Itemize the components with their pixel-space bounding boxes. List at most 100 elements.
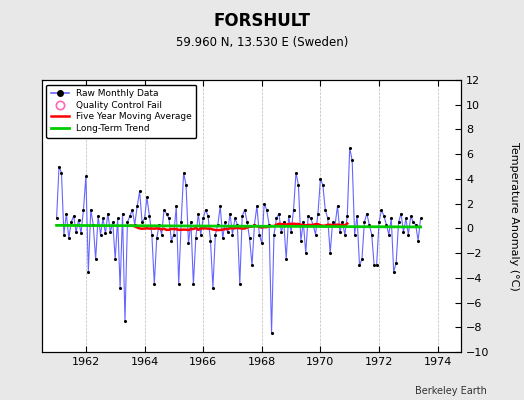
Point	[192, 235, 200, 242]
Point	[104, 210, 112, 217]
Point	[152, 235, 161, 242]
Point	[148, 231, 156, 238]
Point	[358, 256, 366, 262]
Point	[199, 215, 208, 222]
Point	[194, 210, 202, 217]
Point	[172, 203, 180, 209]
Point	[280, 219, 288, 225]
Point	[289, 207, 298, 213]
Point	[277, 229, 286, 235]
Point	[282, 256, 290, 262]
Point	[333, 203, 342, 209]
Point	[96, 231, 105, 238]
Point	[265, 222, 274, 228]
Point	[263, 207, 271, 213]
Point	[336, 229, 344, 235]
Point	[143, 194, 151, 201]
Point	[108, 219, 117, 225]
Point	[343, 213, 352, 219]
Point	[245, 235, 254, 242]
Point	[255, 231, 264, 238]
Point	[182, 182, 190, 188]
Point	[189, 281, 198, 287]
Point	[226, 210, 234, 217]
Point	[52, 215, 61, 222]
Point	[126, 213, 134, 219]
Y-axis label: Temperature Anomaly (°C): Temperature Anomaly (°C)	[509, 142, 519, 290]
Point	[162, 210, 171, 217]
Point	[360, 219, 368, 225]
Point	[231, 215, 239, 222]
Point	[348, 157, 356, 164]
Point	[101, 230, 110, 236]
Point	[270, 231, 278, 238]
Point	[179, 170, 188, 176]
Point	[84, 268, 93, 275]
Point	[243, 219, 252, 225]
Point	[402, 215, 410, 222]
Point	[338, 219, 346, 225]
Point	[130, 222, 139, 228]
Point	[57, 170, 66, 176]
Point	[292, 170, 300, 176]
Point	[221, 219, 230, 225]
Point	[238, 213, 246, 219]
Point	[248, 262, 256, 269]
Point	[307, 215, 315, 222]
Point	[311, 231, 320, 238]
Legend: Raw Monthly Data, Quality Control Fail, Five Year Moving Average, Long-Term Tren: Raw Monthly Data, Quality Control Fail, …	[47, 84, 196, 138]
Point	[316, 176, 324, 182]
Point	[404, 231, 412, 238]
Point	[395, 219, 403, 225]
Point	[118, 210, 127, 217]
Point	[233, 222, 242, 228]
Point	[309, 222, 317, 228]
Point	[382, 222, 390, 228]
Point	[314, 210, 322, 217]
Point	[351, 231, 359, 238]
Point	[326, 250, 334, 256]
Point	[216, 203, 224, 209]
Point	[253, 203, 261, 209]
Point	[86, 207, 95, 213]
Point	[67, 219, 75, 225]
Point	[285, 213, 293, 219]
Point	[260, 200, 268, 207]
Point	[258, 240, 266, 246]
Point	[392, 260, 400, 266]
Point	[411, 222, 420, 228]
Point	[128, 207, 136, 213]
Point	[155, 222, 163, 228]
Point	[341, 231, 349, 238]
Point	[301, 250, 310, 256]
Point	[399, 229, 408, 235]
Point	[363, 210, 371, 217]
Point	[209, 284, 217, 291]
Point	[319, 182, 327, 188]
Point	[187, 219, 195, 225]
Point	[123, 219, 132, 225]
Point	[140, 215, 149, 222]
Point	[407, 213, 415, 219]
Point	[397, 210, 405, 217]
Point	[204, 213, 212, 219]
Point	[121, 318, 129, 324]
Point	[223, 229, 232, 235]
Point	[167, 238, 176, 244]
Point	[157, 231, 166, 238]
Point	[74, 216, 83, 223]
Point	[373, 262, 381, 269]
Text: Berkeley Earth: Berkeley Earth	[416, 386, 487, 396]
Point	[219, 235, 227, 242]
Point	[417, 215, 425, 222]
Point	[79, 207, 88, 213]
Point	[267, 330, 276, 337]
Point	[160, 207, 168, 213]
Point	[135, 188, 144, 194]
Point	[409, 219, 418, 225]
Point	[365, 222, 374, 228]
Point	[414, 238, 422, 244]
Point	[297, 238, 305, 244]
Point	[145, 213, 154, 219]
Point	[92, 256, 100, 262]
